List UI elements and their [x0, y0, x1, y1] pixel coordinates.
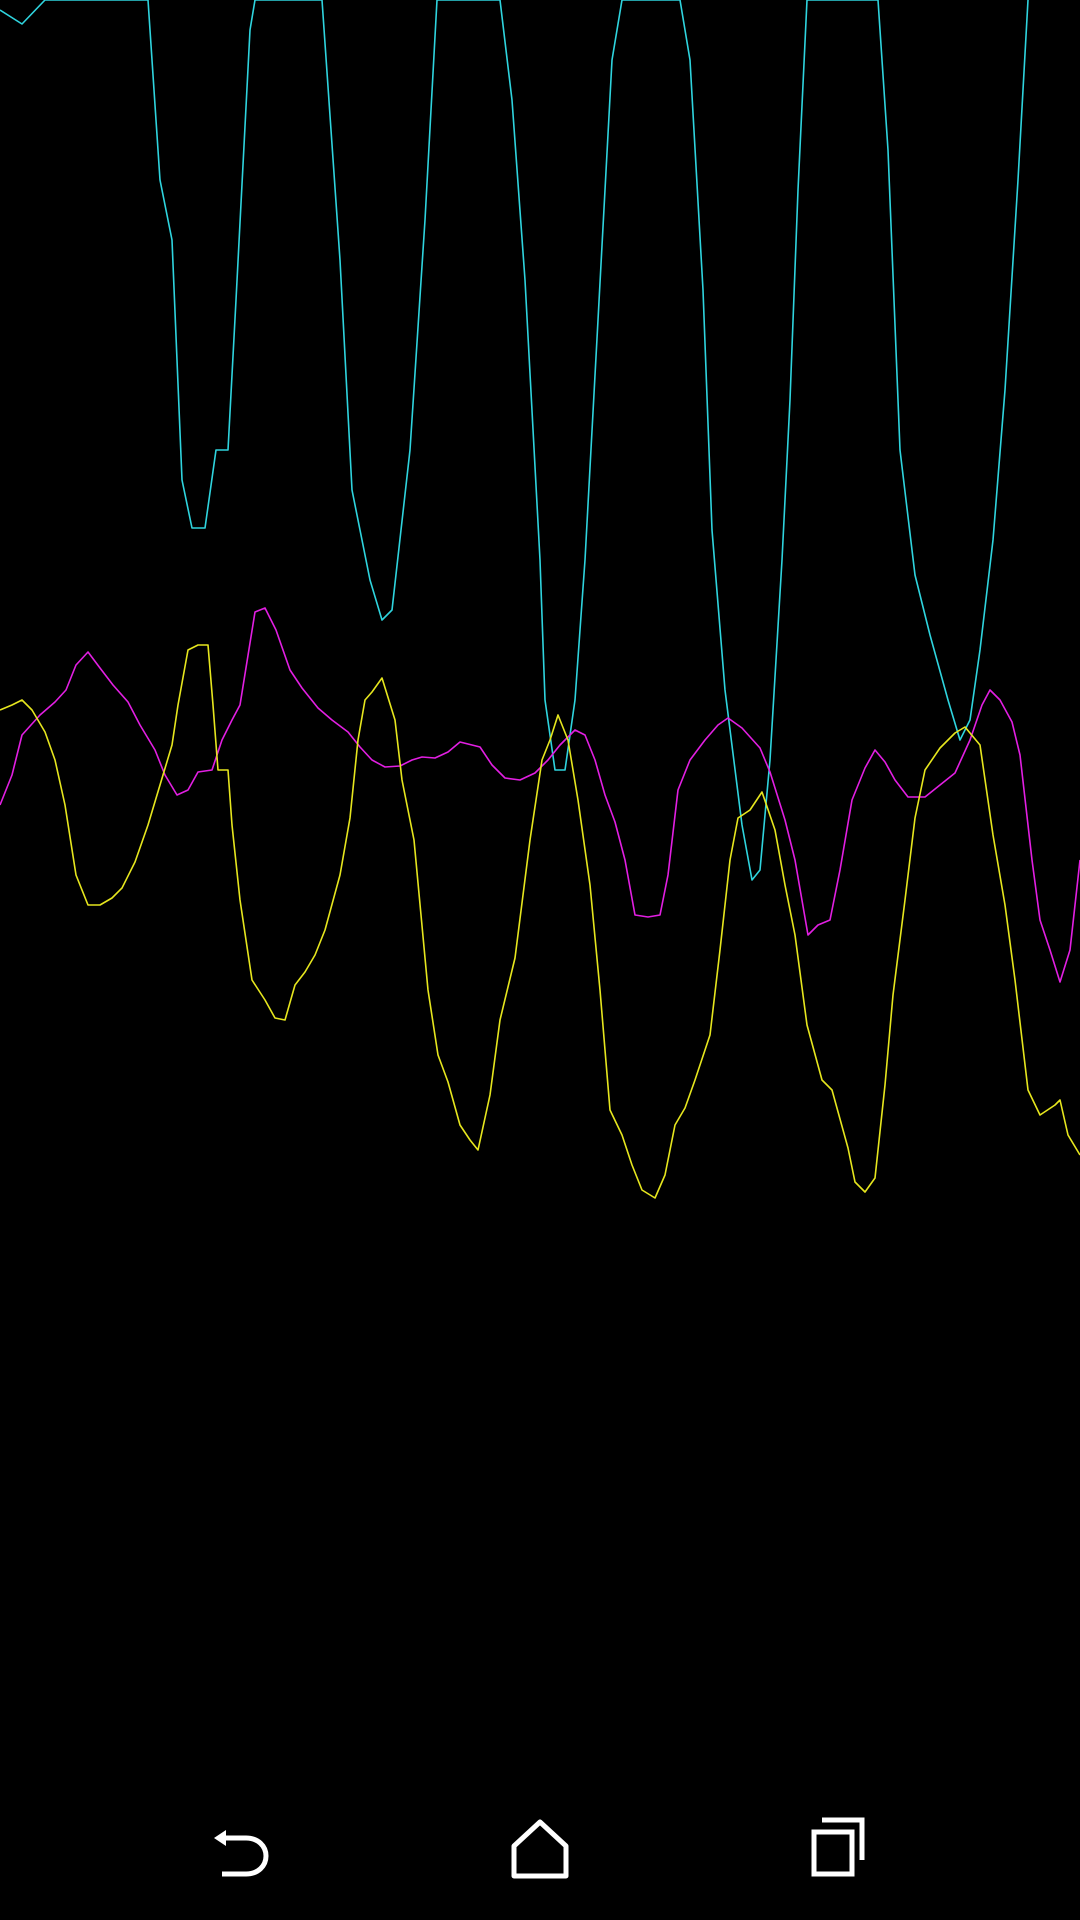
sensor-line-chart: [0, 0, 1080, 1199]
navigation-bar: [0, 1776, 1080, 1920]
sensor-plot-area: [0, 0, 1080, 1199]
series-line-cyan: [0, 0, 1029, 881]
back-arrow-icon: [214, 1830, 269, 1877]
recents-icon: [811, 1817, 865, 1877]
back-button[interactable]: [160, 1776, 320, 1920]
home-button[interactable]: [460, 1776, 620, 1920]
home-icon: [511, 1819, 569, 1879]
recents-button[interactable]: [760, 1776, 920, 1920]
series-line-yellow: [0, 644, 1080, 1199]
series-line-magenta: [0, 607, 1080, 983]
